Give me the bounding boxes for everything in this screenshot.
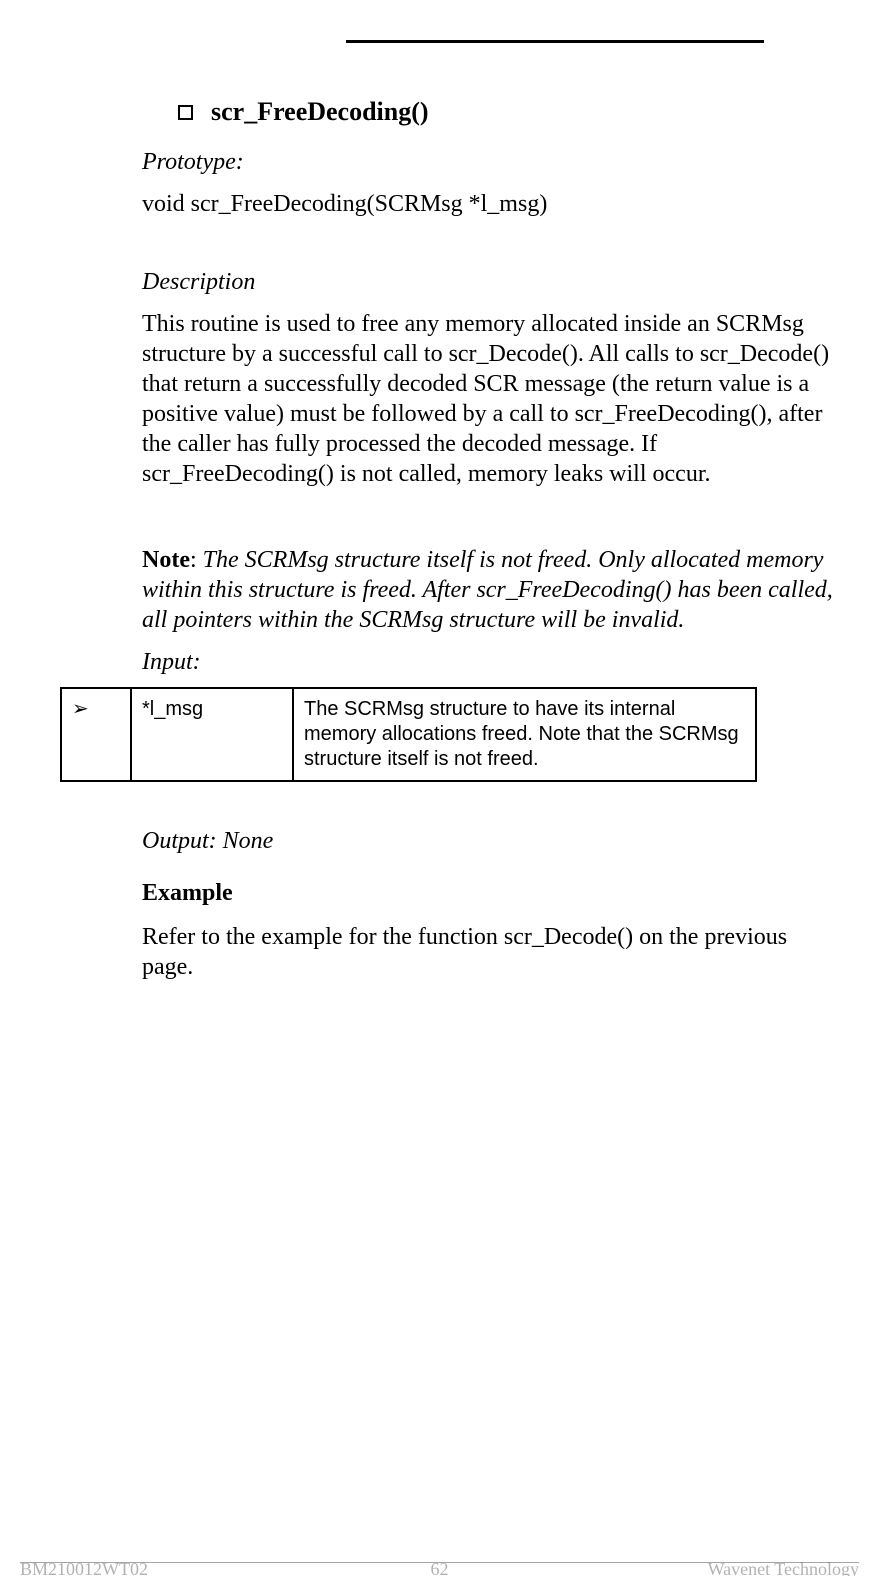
prototype-label: Prototype:	[142, 147, 839, 177]
page: scr_FreeDecoding() Prototype: void scr_F…	[0, 0, 879, 982]
header-rule-area	[40, 40, 839, 48]
content-block: scr_FreeDecoding() Prototype: void scr_F…	[142, 96, 839, 982]
note-block: Note: The SCRMsg structure itself is not…	[142, 545, 839, 635]
description-label: Description	[142, 267, 839, 297]
input-param-table: ➢ *l_msg The SCRMsg structure to have it…	[60, 687, 757, 782]
prototype-text: void scr_FreeDecoding(SCRMsg *l_msg)	[142, 189, 839, 219]
example-label: Example	[142, 878, 839, 908]
footer-center: 62	[431, 1562, 449, 1576]
example-text: Refer to the example for the function sc…	[142, 922, 839, 982]
param-arrow: ➢	[61, 688, 131, 781]
square-bullet-icon	[178, 105, 193, 120]
note-label: Note	[142, 547, 190, 573]
note-text: The SCRMsg structure itself is not freed…	[142, 547, 833, 633]
output-label: Output: None	[142, 826, 839, 856]
input-label: Input:	[142, 647, 839, 677]
param-desc: The SCRMsg structure to have its interna…	[293, 688, 756, 781]
footer-left: BM210012WT02	[20, 1562, 148, 1576]
function-header: scr_FreeDecoding()	[178, 96, 839, 129]
header-rule	[346, 40, 764, 43]
table-row: ➢ *l_msg The SCRMsg structure to have it…	[61, 688, 756, 781]
param-name: *l_msg	[131, 688, 293, 781]
description-text: This routine is used to free any memory …	[142, 309, 839, 489]
footer-right: Wavenet Technology	[708, 1562, 859, 1576]
input-label-text: Input	[142, 649, 193, 675]
note-colon: :	[190, 547, 203, 573]
page-footer: BM210012WT02 62 Wavenet Technology	[0, 1562, 879, 1576]
function-title: scr_FreeDecoding()	[211, 96, 429, 129]
